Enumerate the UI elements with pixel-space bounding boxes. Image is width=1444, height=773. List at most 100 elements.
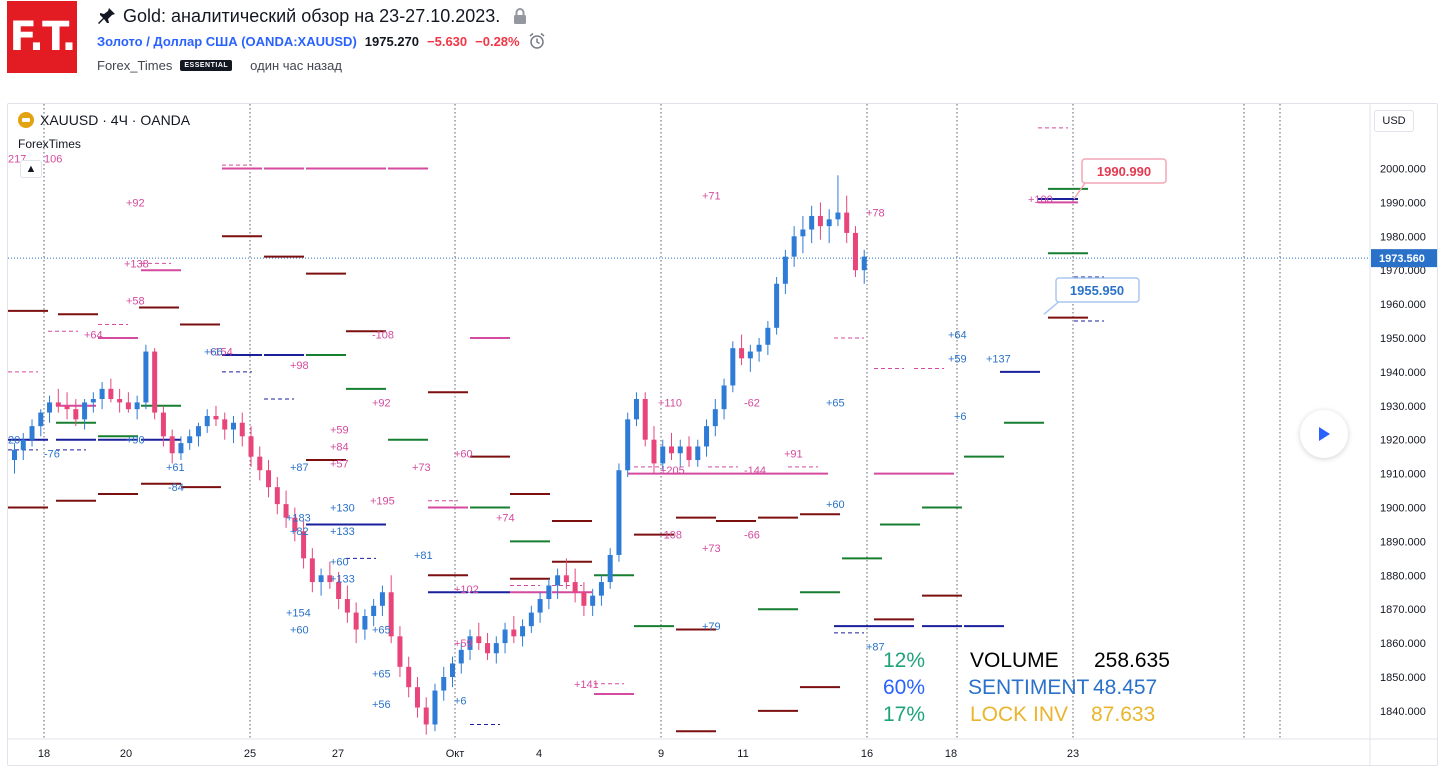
candle-body [12, 449, 17, 461]
candle-body [231, 422, 236, 430]
indicator-value-label: -108 [660, 530, 682, 542]
indicator-value-label: +92 [372, 397, 391, 409]
indicator-value-label: 20 [8, 435, 20, 447]
stat-pct-2: 60% [883, 676, 926, 699]
currency-button[interactable]: USD [1374, 110, 1414, 132]
time-tick-label: 25 [244, 748, 256, 760]
indicator-value-label: 106 [44, 153, 62, 165]
price-tick-label: 1920.000 [1380, 435, 1426, 447]
time-tick-label: 23 [1067, 748, 1079, 760]
candle-body [152, 351, 158, 413]
indicator-value-label: +73 [412, 462, 431, 474]
candle-body [555, 575, 561, 586]
candlestick-chart[interactable]: 2000.000 1990.000 1980.000 1970.000 1960.000… [8, 104, 1438, 766]
indicator-value-label: +66 [204, 347, 223, 359]
symbol-row: Золото / Доллар США (OANDA:XAUUSD) 1975.… [97, 32, 546, 50]
time-tick-label: 20 [120, 748, 132, 760]
candle-body [99, 388, 105, 400]
candle-body [528, 612, 534, 627]
price-tick-label: 1910.000 [1380, 469, 1426, 481]
indicator-value-label: -66 [744, 530, 760, 542]
candle-body [520, 626, 526, 637]
candle-body [64, 405, 70, 410]
author-name[interactable]: Forex_Times [97, 57, 173, 73]
candle-body [852, 232, 858, 271]
time-tick-label: 11 [737, 748, 748, 760]
candle-body [257, 456, 263, 471]
time-tick-label: 4 [536, 748, 542, 760]
symbol-link[interactable]: Золото / Доллар США (OANDA:XAUUSD) [97, 33, 357, 49]
candle-body [835, 212, 841, 220]
candle-body [204, 415, 210, 427]
price-tick-label: 1870.000 [1380, 604, 1426, 616]
indicator-value-label: +57 [330, 458, 349, 470]
candle-body [467, 636, 473, 650]
candle-body [686, 446, 692, 461]
indicator-value-label: +91 [784, 448, 803, 460]
price-tick-label: 1900.000 [1380, 503, 1426, 515]
candle-body [195, 426, 201, 437]
candle-body [423, 707, 429, 725]
chart-container[interactable]: 2000.000 1990.000 1980.000 1970.000 1960.000… [7, 103, 1438, 766]
volume-value: 258.635 [1094, 649, 1170, 672]
candle-body [55, 402, 61, 406]
volume-label: VOLUME [970, 649, 1059, 672]
chart-legend[interactable]: XAUUSD · 4Ч · OANDA [18, 112, 190, 128]
play-button[interactable] [1300, 410, 1348, 458]
resistance-callout-label: 1990.990 [1097, 164, 1151, 179]
candle-body [774, 283, 780, 328]
support-callout-box [1055, 277, 1140, 303]
gold-symbol-icon [18, 112, 34, 128]
indicator-value-label: -62 [744, 397, 760, 409]
candle-body [817, 215, 823, 227]
candle-body [266, 470, 272, 488]
price-tick-label: 1980.000 [1380, 231, 1426, 243]
indicator-value-label: +64 [948, 330, 967, 342]
indicator-value-label: +195 [370, 496, 395, 508]
idea-header: F.T. Gold: аналитический обзор на 23-27.… [0, 0, 1444, 100]
candle-body [826, 219, 832, 227]
indicator-name[interactable]: ForexTimes [18, 137, 81, 151]
sentiment-value: 48.457 [1093, 676, 1158, 699]
price-tick-label: 1840.000 [1380, 706, 1426, 718]
candle-body [476, 636, 482, 644]
candle-body [371, 605, 377, 616]
indicator-value-label: +59 [454, 638, 473, 650]
indicator-value-label: +60 [290, 625, 309, 637]
indicator-value-label: +61 [166, 462, 185, 474]
indicator-value-label: +78 [866, 208, 885, 220]
play-icon [1319, 427, 1330, 441]
indicator-value-label: +73 [702, 543, 721, 555]
author-logo[interactable]: F.T. [7, 1, 77, 73]
candle-body [537, 599, 543, 613]
candle-body [108, 388, 114, 400]
alarm-clock-icon[interactable] [528, 32, 546, 50]
indicator-value-label: +92 [126, 197, 145, 209]
collapse-chevron-icon[interactable]: ▲ [20, 160, 42, 178]
price-tick-label: 1880.000 [1380, 570, 1426, 582]
indicator-value-label: +102 [454, 584, 479, 596]
candle-body [362, 615, 368, 630]
indicator-value-label: +130 [330, 503, 355, 515]
candle-body [739, 348, 745, 359]
current-price-label: 1973.560 [1379, 253, 1425, 265]
indicator-value-label: +56 [372, 699, 391, 711]
current-price-tag [1371, 249, 1437, 268]
candle-body [38, 412, 44, 427]
candle-body [756, 344, 762, 352]
candle-body [677, 446, 683, 454]
indicator-value-label: +154 [208, 347, 233, 359]
indicator-value-label: +59 [948, 353, 967, 365]
price-tick-label: 1890.000 [1380, 536, 1426, 548]
candle-body [125, 402, 131, 410]
candle-body [178, 443, 184, 454]
support-callout-label: 1955.950 [1070, 283, 1124, 298]
time-tick-label: 18 [945, 748, 957, 760]
candle-body [117, 399, 123, 403]
indicator-value-label: +64 [84, 330, 103, 342]
indicator-value-label: +133 [330, 574, 355, 586]
candle-body [134, 402, 140, 410]
candle-body [274, 487, 280, 505]
indicator-value-label: +205 [660, 465, 685, 477]
candle-body [493, 643, 499, 654]
